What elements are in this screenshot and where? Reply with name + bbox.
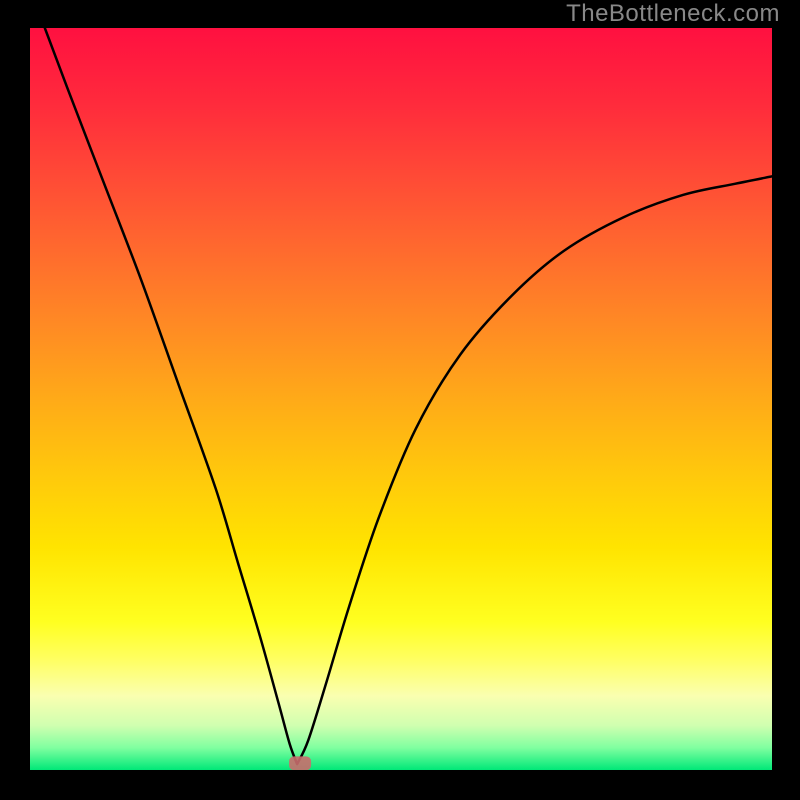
- bottleneck-chart: [30, 28, 772, 770]
- chart-background: [30, 28, 772, 770]
- minimum-marker: [289, 756, 311, 770]
- watermark-text: TheBottleneck.com: [566, 0, 780, 28]
